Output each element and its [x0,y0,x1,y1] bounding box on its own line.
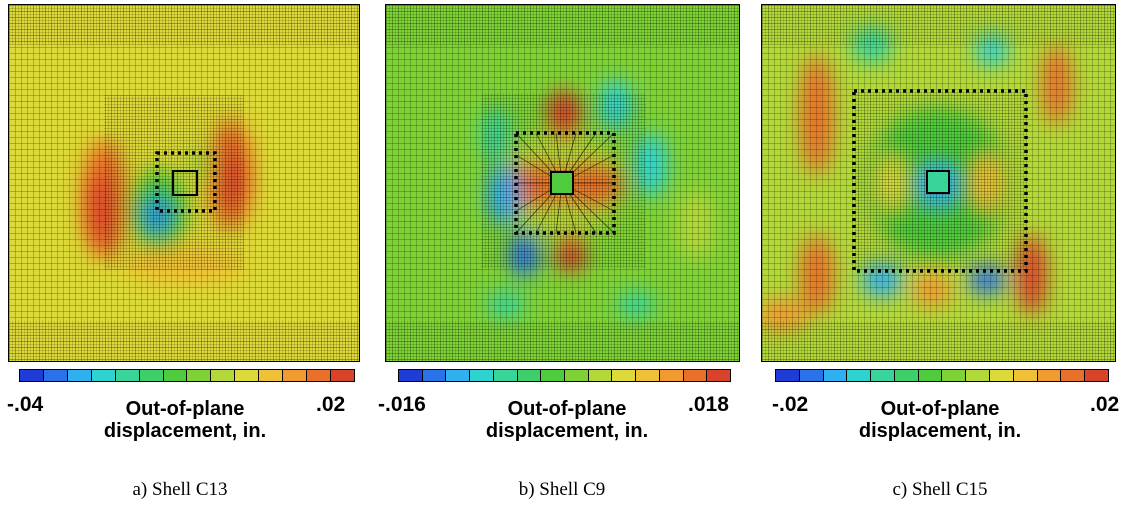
colorbar-title: Out-of-plane displacement, in. [55,398,315,442]
panel-shell-c9: -.016 .018 Out-of-plane displacement, in… [378,0,742,511]
colorbar-swatch [283,370,308,381]
colorbar-swatch [307,370,331,381]
colorbar-swatch [683,370,708,381]
dotted-boundary [514,131,616,235]
colorbar-swatch [823,370,848,381]
dotted-boundary [852,89,1028,273]
colorbar-swatch [422,370,447,381]
colorbar-swatch [235,370,260,381]
colorbar-title-line1: Out-of-plane [880,398,1000,420]
colorbar-swatch [847,370,872,381]
contour-svg-c15 [762,5,1115,361]
caption: b) Shell C9 [518,479,606,500]
colorbar-swatch [1037,370,1062,381]
colorbar-swatch [20,370,44,381]
dotted-boundary [155,151,217,213]
colorbar-max-label: .018 [688,393,729,416]
contour-plot-c13 [8,4,360,362]
colorbar-swatch [163,370,188,381]
colorbar-swatch [259,370,284,381]
contour-svg-c13 [9,5,359,361]
colorbar-swatch [399,370,423,381]
colorbar-swatch [139,370,164,381]
colorbar-min-label: -.02 [772,393,809,416]
colorbar-swatch [1061,370,1086,381]
colorbar-swatch [799,370,824,381]
colorbar-swatch [1085,370,1108,381]
colorbar-max-label: .02 [316,393,346,416]
colorbar [19,369,355,382]
colorbar-title-line1: Out-of-plane [125,398,245,420]
colorbar-swatch [918,370,943,381]
colorbar-swatch [43,370,68,381]
colorbar [398,369,731,382]
colorbar-swatch [493,370,518,381]
colorbar-title-line2: displacement, in. [485,420,649,442]
colorbar-swatch [187,370,212,381]
panel-shell-c13: -.04 .02 Out-of-plane displacement, in. … [0,0,360,511]
colorbar-swatch [1013,370,1038,381]
colorbar-title: Out-of-plane displacement, in. [810,398,1070,442]
colorbar [775,369,1109,382]
colorbar-max-label: .02 [1090,393,1120,416]
colorbar-swatch [517,370,542,381]
colorbar-swatch [211,370,236,381]
colorbar-swatch [990,370,1014,381]
caption: a) Shell C13 [132,479,228,500]
cutout [172,170,198,196]
colorbar-swatch [776,370,800,381]
cutout [550,171,574,195]
colorbar-swatch [588,370,613,381]
colorbar-swatch [966,370,991,381]
caption: c) Shell C15 [892,479,988,500]
colorbar-swatch [894,370,919,381]
colorbar-min-label: -.016 [378,393,426,416]
cutout [926,170,950,194]
contour-plot-c9 [385,4,740,362]
colorbar-swatch [470,370,494,381]
colorbar-title-line2: displacement, in. [103,420,267,442]
contour-svg-c9 [386,5,739,361]
panel-shell-c15: -.02 .02 Out-of-plane displacement, in. … [760,0,1120,511]
colorbar-swatch [636,370,660,381]
colorbar-swatch [565,370,589,381]
colorbar-swatch [707,370,731,381]
colorbar-swatch [541,370,566,381]
contour-plot-c15 [761,4,1116,362]
colorbar-swatch [446,370,471,381]
colorbar-swatch [612,370,637,381]
colorbar-title: Out-of-plane displacement, in. [437,398,697,442]
colorbar-swatch [659,370,684,381]
colorbar-min-label: -.04 [7,393,44,416]
colorbar-swatch [330,370,354,381]
colorbar-swatch [871,370,895,381]
colorbar-title-line1: Out-of-plane [507,398,627,420]
colorbar-swatch [91,370,116,381]
colorbar-swatch [67,370,92,381]
colorbar-swatch [115,370,140,381]
colorbar-title-line2: displacement, in. [858,420,1022,442]
colorbar-swatch [942,370,967,381]
